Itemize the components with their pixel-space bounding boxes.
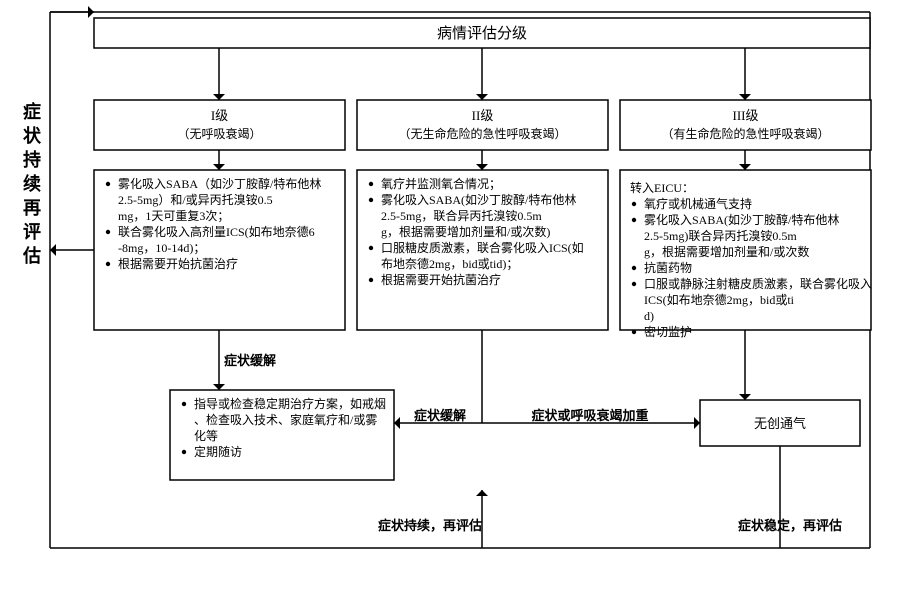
arrowhead <box>476 94 488 100</box>
treat-t3-line: 抗菌药物 <box>644 260 692 275</box>
level-sub-l2: （无生命危险的急性呼吸衰竭） <box>398 126 566 141</box>
treat-t3-lead: 转入EICU： <box>630 180 694 195</box>
guidance-line: 化等 <box>194 429 218 443</box>
arrowhead <box>394 417 400 429</box>
treat-t1-line: 2.5-5mg）和/或异丙托溴铵0.5 <box>118 192 273 207</box>
treat-t1-bullet <box>106 182 110 186</box>
side-label-char: 状 <box>23 125 42 146</box>
niv-label: 无创通气 <box>754 416 806 431</box>
treat-t3-line: 氧疗或机械通气支持 <box>644 196 752 211</box>
level-sub-l3: （有生命危险的急性呼吸衰竭） <box>661 126 829 141</box>
treat-t2-bullet <box>369 198 373 202</box>
treat-t2-line: 氧疗并监测氧合情况； <box>381 176 501 191</box>
treat-t2-line: 雾化吸入SABA(如沙丁胺醇/特布他林 <box>381 192 576 207</box>
arrowhead <box>50 244 56 256</box>
guidance-line: 指导或检查稳定期治疗方案，如戒烟 <box>194 396 386 411</box>
treat-t3-bullet <box>632 330 636 334</box>
treat-t3-line: 口服或静脉注射糖皮质激素，联合雾化吸入 <box>644 276 872 291</box>
side-label-char: 续 <box>23 173 41 194</box>
level-sub-l1: （无呼吸衰竭） <box>177 126 261 141</box>
treat-t1-line: mg，1天可重复3次； <box>118 209 229 223</box>
treat-t1-bullet <box>106 230 110 234</box>
treat-t2-bullet <box>369 278 373 282</box>
guidance-line: 定期随访 <box>194 444 242 459</box>
side-label-char: 再 <box>23 198 41 218</box>
treat-t3-bullet <box>632 202 636 206</box>
treat-t3-line: 密切监护 <box>644 324 692 339</box>
treat-t2-bullet <box>369 246 373 250</box>
treat-t3-line: 雾化吸入SABA(如沙丁胺醇/特布他林 <box>644 212 839 227</box>
continue-label: 症状持续，再评估 <box>378 518 482 533</box>
side-label-char: 评 <box>23 222 41 242</box>
side-label-char: 估 <box>22 245 41 266</box>
stable-label: 症状稳定，再评估 <box>738 518 842 533</box>
arrowhead <box>88 6 94 18</box>
arrowhead <box>694 417 700 429</box>
treat-t1-bullet <box>106 262 110 266</box>
treat-t2-bullet <box>369 182 373 186</box>
treat-t1-line: 根据需要开始抗菌治疗 <box>118 256 238 271</box>
treat-t3-bullet <box>632 266 636 270</box>
treat-t3-line: d) <box>644 309 654 323</box>
arrowhead <box>476 490 488 496</box>
level-title-l1: I级 <box>211 108 228 123</box>
treat-t3-bullet <box>632 282 636 286</box>
arrowhead <box>213 164 225 170</box>
treat-t2-line: 布地奈德2mg，bid或tid)； <box>381 256 518 271</box>
mid-relief-label: 症状缓解 <box>414 408 466 423</box>
arrowhead <box>476 164 488 170</box>
guidance-line: 、检查吸入技术、家庭氧疗和/或雾 <box>194 412 377 427</box>
treat-t2-line: 口服糖皮质激素，联合雾化吸入ICS(如 <box>381 240 584 255</box>
side-label-char: 持 <box>23 149 41 170</box>
treat-t3-line: 2.5-5mg)联合异丙托溴铵0.5m <box>644 228 797 243</box>
guidance-bullet <box>182 402 186 406</box>
side-label-char: 症 <box>23 101 41 122</box>
guidance-bullet <box>182 450 186 454</box>
treat-t3-line: ICS(如布地奈德2mg，bid或ti <box>644 292 795 307</box>
treat-t1-line: 联合雾化吸入高剂量ICS(如布地奈德6 <box>118 224 315 239</box>
arrowhead <box>739 164 751 170</box>
treat-t1-line: 雾化吸入SABA（如沙丁胺醇/特布他林 <box>118 176 321 191</box>
treat-t3-line: g，根据需要增加剂量和/或次数 <box>644 244 809 259</box>
arrowhead <box>213 94 225 100</box>
treat-t2-line: 2.5-5mg，联合异丙托溴铵0.5m <box>381 208 542 223</box>
arrowhead <box>213 384 225 390</box>
relief-label-1: 症状缓解 <box>224 353 276 368</box>
assessment-label: 病情评估分级 <box>437 25 527 42</box>
treat-t1-line: -8mg，10-14d)； <box>118 241 205 255</box>
mid-worse-label: 症状或呼吸衰竭加重 <box>531 408 648 423</box>
arrowhead <box>739 394 751 400</box>
treat-t2-line: g，根据需要增加剂量和/或次数) <box>381 224 550 239</box>
arrowhead <box>739 94 751 100</box>
treat-t2-line: 根据需要开始抗菌治疗 <box>381 272 501 287</box>
level-title-l2: II级 <box>472 108 494 123</box>
level-title-l3: III级 <box>733 108 759 123</box>
treat-t3-bullet <box>632 218 636 222</box>
